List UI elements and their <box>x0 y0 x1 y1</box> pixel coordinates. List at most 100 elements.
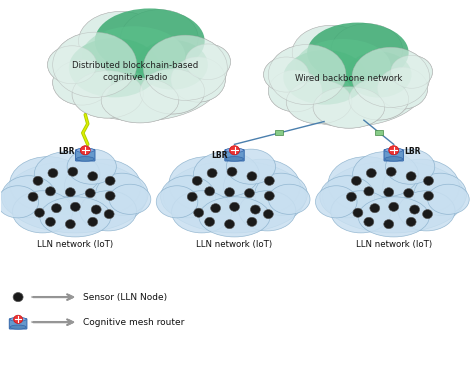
Circle shape <box>225 187 235 197</box>
Text: Sensor (LLN Node): Sensor (LLN Node) <box>83 293 167 301</box>
Circle shape <box>250 205 260 214</box>
Ellipse shape <box>428 184 469 214</box>
Circle shape <box>406 172 416 181</box>
Ellipse shape <box>120 10 198 67</box>
Ellipse shape <box>82 26 185 86</box>
Circle shape <box>46 187 55 196</box>
Ellipse shape <box>34 152 100 197</box>
Circle shape <box>28 192 38 202</box>
Circle shape <box>225 219 235 229</box>
Circle shape <box>52 203 62 213</box>
FancyBboxPatch shape <box>384 150 403 161</box>
FancyBboxPatch shape <box>9 319 27 329</box>
Ellipse shape <box>101 78 179 123</box>
Ellipse shape <box>378 67 428 109</box>
Ellipse shape <box>53 32 137 97</box>
Circle shape <box>364 217 374 226</box>
Ellipse shape <box>109 184 151 214</box>
Ellipse shape <box>47 46 97 84</box>
Ellipse shape <box>286 80 352 124</box>
Ellipse shape <box>76 157 94 161</box>
Ellipse shape <box>224 159 300 214</box>
Circle shape <box>247 172 257 181</box>
FancyBboxPatch shape <box>225 150 244 161</box>
Ellipse shape <box>191 173 267 216</box>
Ellipse shape <box>358 197 429 237</box>
Ellipse shape <box>383 159 459 214</box>
Ellipse shape <box>32 173 108 216</box>
Text: Cognitive mesh router: Cognitive mesh router <box>83 318 184 327</box>
Ellipse shape <box>0 186 39 218</box>
Circle shape <box>406 217 416 226</box>
Ellipse shape <box>352 47 429 107</box>
Ellipse shape <box>12 191 73 233</box>
FancyBboxPatch shape <box>75 150 95 161</box>
Ellipse shape <box>385 149 435 184</box>
Circle shape <box>70 202 80 211</box>
Ellipse shape <box>53 32 137 97</box>
Ellipse shape <box>185 44 230 80</box>
Ellipse shape <box>64 159 141 214</box>
Ellipse shape <box>353 152 419 197</box>
Ellipse shape <box>292 25 370 80</box>
Ellipse shape <box>349 79 409 120</box>
Circle shape <box>410 205 419 214</box>
Circle shape <box>205 187 215 196</box>
Ellipse shape <box>101 78 179 123</box>
Ellipse shape <box>171 57 225 102</box>
FancyBboxPatch shape <box>275 130 283 135</box>
Ellipse shape <box>56 26 224 121</box>
Ellipse shape <box>137 40 208 89</box>
Ellipse shape <box>255 173 307 216</box>
Ellipse shape <box>1 176 56 218</box>
Ellipse shape <box>268 44 346 105</box>
Circle shape <box>210 203 220 213</box>
Ellipse shape <box>80 191 137 231</box>
Circle shape <box>264 191 274 200</box>
Text: LBR: LBR <box>404 147 421 156</box>
Ellipse shape <box>286 80 352 124</box>
Ellipse shape <box>226 149 275 184</box>
Circle shape <box>207 168 217 178</box>
Circle shape <box>91 205 101 214</box>
Circle shape <box>366 168 376 178</box>
Circle shape <box>245 189 255 198</box>
Ellipse shape <box>156 186 198 218</box>
Ellipse shape <box>313 87 385 128</box>
Ellipse shape <box>398 191 455 231</box>
Ellipse shape <box>323 161 465 233</box>
Circle shape <box>13 293 23 301</box>
Ellipse shape <box>9 157 86 212</box>
Ellipse shape <box>143 35 228 100</box>
Circle shape <box>424 176 434 186</box>
Ellipse shape <box>95 9 205 74</box>
Circle shape <box>351 176 361 186</box>
Circle shape <box>65 187 75 197</box>
Ellipse shape <box>385 157 402 161</box>
Text: LLN network (IoT): LLN network (IoT) <box>196 240 273 249</box>
Ellipse shape <box>313 87 385 128</box>
Ellipse shape <box>226 148 244 152</box>
Ellipse shape <box>53 60 111 105</box>
Circle shape <box>229 146 239 155</box>
Circle shape <box>384 219 394 229</box>
Circle shape <box>264 210 273 219</box>
FancyBboxPatch shape <box>375 130 383 135</box>
Text: Wired backbone network: Wired backbone network <box>295 74 402 83</box>
Text: LBR: LBR <box>58 147 74 156</box>
Circle shape <box>14 315 23 323</box>
Ellipse shape <box>79 11 163 71</box>
Ellipse shape <box>328 157 405 212</box>
Circle shape <box>33 176 43 186</box>
Ellipse shape <box>268 70 322 112</box>
Ellipse shape <box>271 39 427 126</box>
Ellipse shape <box>391 55 432 88</box>
Circle shape <box>227 167 237 176</box>
Circle shape <box>247 217 257 226</box>
Circle shape <box>424 191 434 200</box>
Circle shape <box>353 208 363 217</box>
Circle shape <box>85 189 95 198</box>
Ellipse shape <box>72 71 143 118</box>
Circle shape <box>68 167 78 176</box>
Ellipse shape <box>161 176 215 218</box>
